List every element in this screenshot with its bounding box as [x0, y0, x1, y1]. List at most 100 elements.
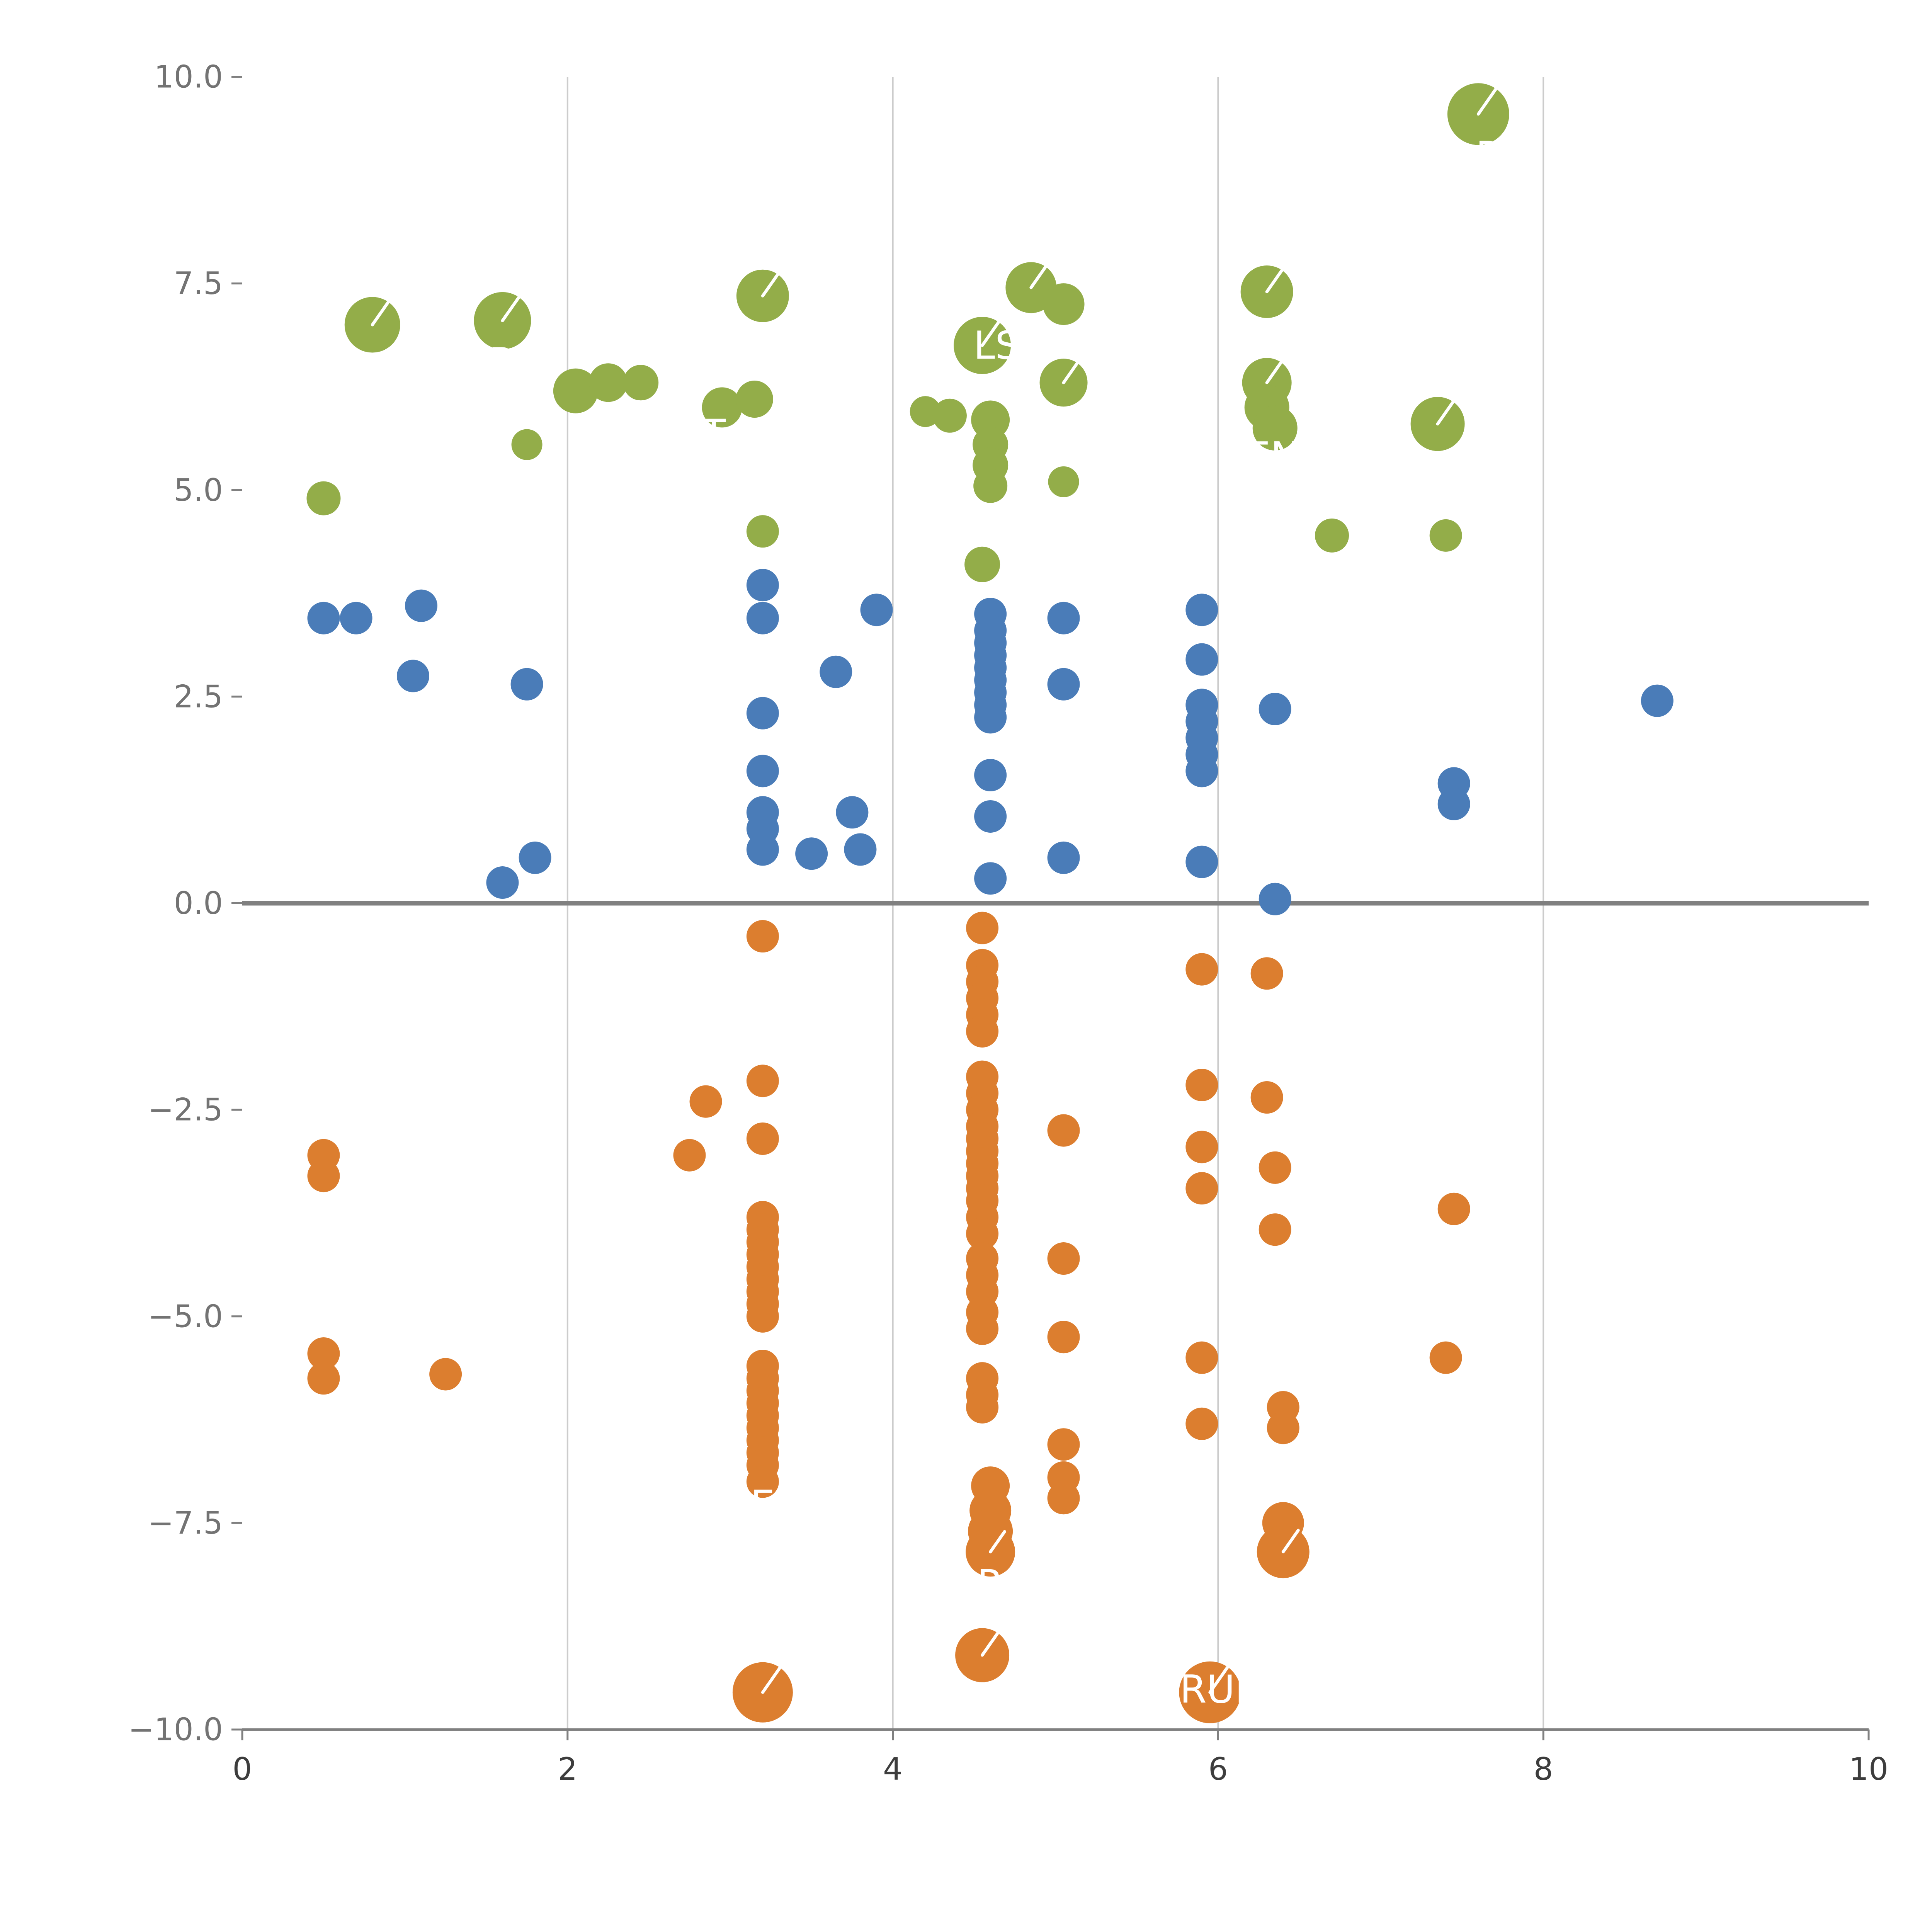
data-point-green: [910, 396, 941, 427]
data-point-orange: [429, 1358, 462, 1391]
point-leader-line: [989, 1530, 1006, 1554]
data-point-blue: [844, 833, 877, 866]
y-tick-label: 5.0: [174, 472, 223, 508]
data-point-blue: [746, 569, 779, 602]
point-label: E: [750, 1482, 775, 1527]
data-point-orange: [307, 1362, 340, 1395]
data-point-blue: [1641, 684, 1673, 717]
data-point-green: [553, 368, 598, 413]
point-leader-line: [761, 1666, 782, 1694]
data-point-blue: [1259, 692, 1291, 725]
data-point-orange: [1185, 1407, 1218, 1440]
data-point-orange: [1185, 1068, 1218, 1101]
data-point-orange: [966, 912, 999, 944]
data-point-blue: [860, 594, 893, 626]
point-label: R: [1476, 133, 1502, 179]
point-leader-line: [1436, 400, 1455, 426]
data-point-blue: [1185, 755, 1218, 787]
point-leader-line: [981, 320, 1000, 347]
x-tick-label: 8: [1534, 1751, 1553, 1787]
data-point-orange: [1267, 1412, 1299, 1444]
point-leader-line: [1029, 265, 1048, 289]
y-tick-label: 0.0: [174, 885, 223, 921]
data-point-blue: [974, 800, 1007, 833]
data-point-orange: [1185, 953, 1218, 986]
x-tick-label: 4: [883, 1751, 903, 1787]
point-leader-line: [1062, 361, 1079, 384]
data-point-green: [746, 515, 779, 548]
data-point-green: [511, 429, 543, 460]
y-tick-label: −2.5: [148, 1092, 223, 1128]
data-point-green: [1429, 519, 1462, 552]
data-point-orange: [1047, 1114, 1080, 1147]
data-point-orange: [746, 920, 779, 953]
y-tick-label: −10.0: [128, 1712, 223, 1748]
data-point-blue: [396, 660, 429, 692]
data-point-blue: [1259, 883, 1291, 915]
point-label: RUI: [1180, 1667, 1246, 1712]
data-point-orange: [1250, 1081, 1283, 1114]
data-point-blue: [510, 668, 543, 701]
data-point-blue: [974, 759, 1007, 792]
data-point-blue: [1185, 594, 1218, 626]
data-point-orange: [966, 1312, 999, 1345]
data-point-blue: [1047, 841, 1080, 874]
data-point-green: [932, 398, 967, 433]
data-point-green: [736, 381, 773, 418]
data-point-blue: [974, 701, 1007, 734]
data-point-green: [623, 365, 659, 401]
data-point-blue: [1185, 845, 1218, 878]
point-label: R: [977, 1561, 1003, 1607]
data-point-green: [306, 481, 341, 515]
data-point-green: [1048, 466, 1079, 497]
data-point-orange: [746, 1122, 779, 1155]
y-tick-label: −7.5: [148, 1505, 223, 1541]
data-point-orange: [1047, 1428, 1080, 1461]
data-point-orange: [1185, 1172, 1218, 1205]
data-point-blue: [1047, 602, 1080, 634]
data-point-blue: [974, 862, 1007, 895]
point-leader-line: [1265, 269, 1284, 294]
data-point-orange: [1047, 1482, 1080, 1515]
point-leader-line: [1208, 1665, 1230, 1694]
data-point-orange: [1185, 1131, 1218, 1163]
data-point-blue: [1185, 643, 1218, 676]
data-point-orange: [746, 1465, 779, 1498]
data-point-orange: [746, 1300, 779, 1333]
data-point-orange: [1429, 1341, 1462, 1374]
point-leader-line: [1265, 361, 1283, 384]
data-point-blue: [519, 841, 551, 874]
data-point-orange: [746, 1065, 779, 1097]
data-point-green: [1315, 518, 1349, 553]
data-point-orange: [1259, 1151, 1291, 1184]
data-point-blue: [820, 655, 852, 688]
point-leader-line: [501, 296, 520, 322]
data-point-blue: [746, 602, 779, 634]
point-label: T: [702, 411, 726, 456]
data-point-blue: [340, 602, 372, 634]
point-label: EN: [1246, 434, 1299, 479]
x-tick-label: 2: [558, 1751, 577, 1787]
y-tick-label: −5.0: [148, 1298, 223, 1334]
x-tick-label: 0: [233, 1751, 252, 1787]
data-point-green: [702, 387, 742, 428]
point-leader-line: [761, 273, 779, 298]
data-point-orange: [1185, 1341, 1218, 1374]
point-leader-line: [981, 1631, 1000, 1657]
data-point-blue: [836, 796, 869, 829]
data-point-blue: [307, 602, 340, 634]
point-leader-line: [1476, 87, 1498, 116]
data-point-orange: [307, 1337, 340, 1370]
data-point-blue: [795, 837, 828, 870]
y-tick-label: 2.5: [174, 679, 223, 714]
x-tick-label: 10: [1849, 1751, 1888, 1787]
data-point-blue: [1437, 787, 1470, 820]
data-point-orange: [1259, 1213, 1291, 1246]
data-point-orange: [307, 1160, 340, 1192]
data-point-green: [973, 469, 1008, 503]
data-point-orange: [1047, 1242, 1080, 1275]
point-label: LSI: [974, 323, 1031, 368]
data-point-orange: [966, 1217, 999, 1250]
